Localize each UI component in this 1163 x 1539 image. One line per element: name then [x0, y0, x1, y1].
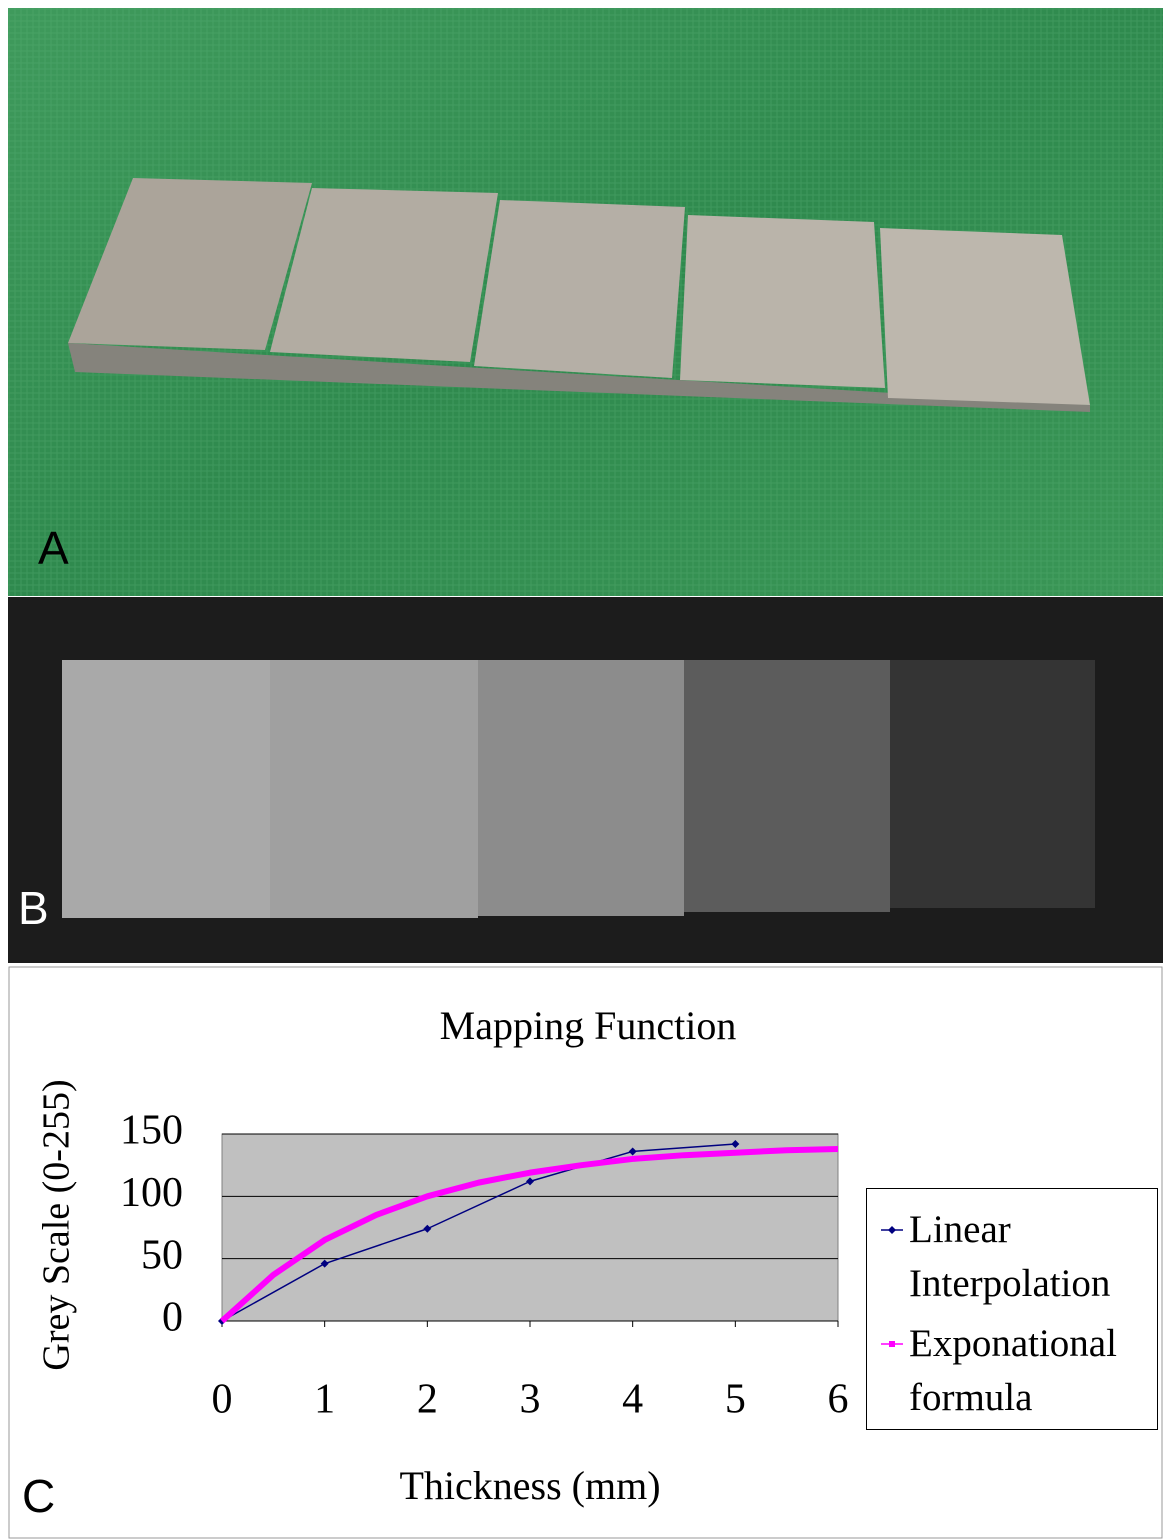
data-point	[526, 1177, 534, 1186]
legend-swatch	[881, 1341, 903, 1347]
block	[270, 188, 498, 362]
legend: Linear Interpolation Exponational formula	[866, 1188, 1158, 1430]
step	[478, 660, 684, 916]
step	[890, 660, 1095, 908]
x-tick-label: 4	[622, 1377, 643, 1423]
legend-label: Linear Interpolation	[909, 1208, 1111, 1305]
legend-label: Exponational formula	[909, 1322, 1117, 1419]
step	[270, 660, 478, 918]
data-point	[628, 1147, 637, 1156]
plot-area	[221, 1133, 839, 1322]
xray-panel: B	[8, 597, 1163, 963]
step	[684, 660, 890, 912]
legend-entry: Exponational formula	[867, 1317, 1153, 1425]
data-point	[320, 1259, 329, 1268]
legend-entry: Linear Interpolation	[867, 1203, 1153, 1311]
block	[680, 215, 885, 388]
y-tick-label: 0	[162, 1295, 183, 1341]
photo-panel: A	[8, 8, 1163, 596]
x-tick-label: 6	[828, 1377, 849, 1423]
y-axis-label: Grey Scale (0-255)	[36, 1079, 78, 1370]
panel-label: A	[38, 522, 69, 574]
block	[474, 200, 685, 378]
legend-marker	[889, 1341, 895, 1347]
panel-label: B	[18, 882, 49, 934]
data-point	[731, 1139, 740, 1148]
legend-marker	[888, 1226, 896, 1234]
y-tick-label: 100	[120, 1170, 183, 1216]
series-line	[219, 1145, 839, 1324]
block	[880, 228, 1090, 405]
series-line	[221, 1143, 736, 1322]
block	[68, 178, 312, 350]
legend-swatch	[881, 1226, 903, 1234]
chart-title: Mapping Function	[440, 1003, 737, 1048]
x-tick-label: 1	[314, 1377, 335, 1423]
plot: 0 50 100 150 0 1 2 3 4 5 6	[120, 1108, 849, 1423]
y-tick-label: 50	[141, 1232, 183, 1278]
y-tick-label: 150	[120, 1108, 183, 1154]
block-side	[68, 343, 1090, 412]
x-tick-label: 3	[520, 1377, 541, 1423]
x-tick-label: 0	[212, 1377, 233, 1423]
data-point	[423, 1224, 432, 1233]
x-tick-label: 5	[725, 1377, 746, 1423]
panel-label: C	[22, 1470, 55, 1522]
step	[62, 660, 270, 918]
x-tick-label: 2	[417, 1377, 438, 1423]
x-axis-label: Thickness (mm)	[399, 1463, 660, 1508]
